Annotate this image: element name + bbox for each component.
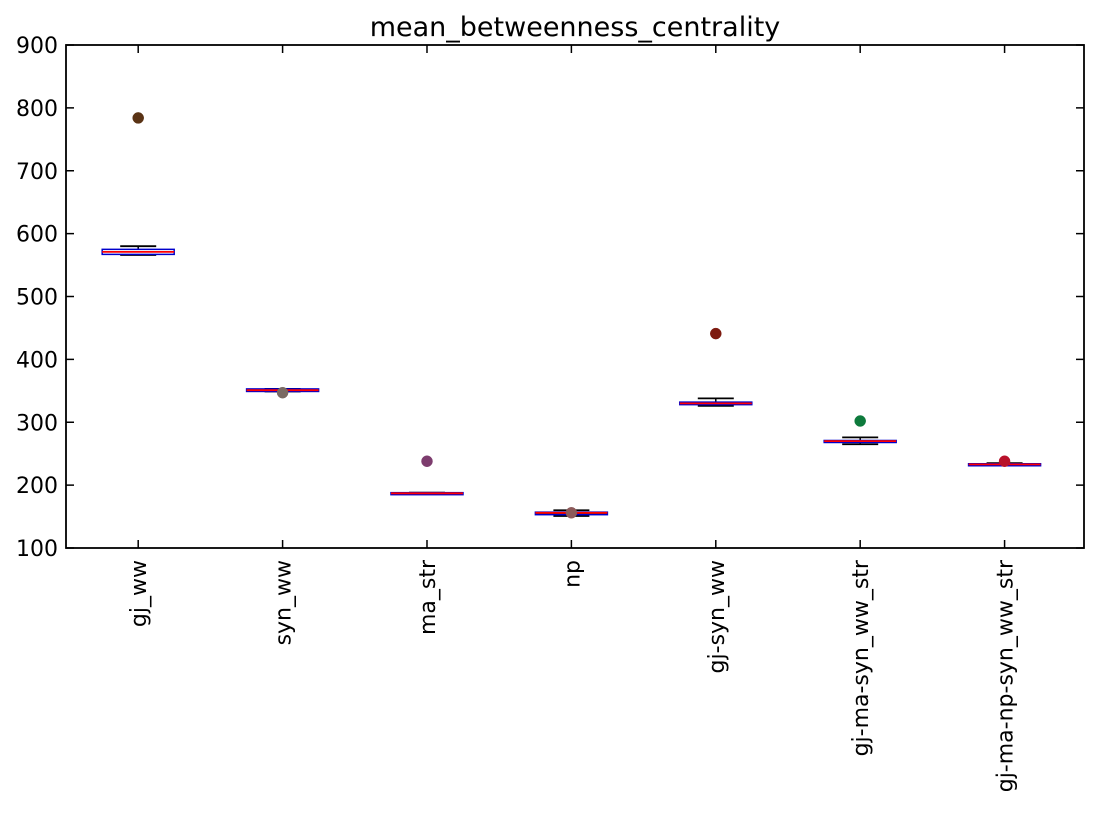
- x-axis: gj_ww syn_ww ma_str np gj-syn_ww gj-ma-syn_ww…: [127, 45, 1019, 792]
- y-tick-label: 200: [16, 474, 58, 499]
- y-tick-label: 400: [16, 348, 58, 373]
- box-group: [101, 112, 175, 256]
- box-group: [967, 455, 1042, 467]
- y-tick-label: 600: [16, 223, 58, 248]
- x-tick-label: np: [560, 560, 585, 588]
- box-group: [245, 386, 320, 399]
- y-tick-label: 100: [16, 537, 58, 562]
- x-tick-label: syn_ww: [272, 560, 297, 645]
- x-tick-label: gj_ww: [127, 560, 152, 627]
- outlier-point: [276, 386, 289, 399]
- y-tick-label: 900: [16, 34, 58, 59]
- y-tick-label: 700: [16, 160, 58, 185]
- y-tick-label: 300: [16, 411, 58, 436]
- outlier-point: [710, 327, 722, 340]
- y-tick-label: 800: [16, 97, 58, 122]
- plot-marks: [101, 112, 1042, 519]
- plot-frame: [65, 44, 1085, 549]
- y-axis: 100 200 300 400 500 600 700 800 900: [16, 34, 1084, 562]
- x-tick-label: gj-ma-np-syn_ww_str: [994, 559, 1019, 792]
- outlier-point: [421, 455, 433, 467]
- chart-title: mean_betweenness_centrality: [370, 12, 781, 43]
- box-group: [390, 455, 464, 496]
- outlier-point: [998, 455, 1011, 467]
- outlier-point: [565, 507, 578, 519]
- x-tick-label: ma_str: [416, 559, 441, 635]
- y-tick-label: 500: [16, 286, 58, 311]
- box-group: [679, 327, 753, 407]
- x-tick-label: gj-ma-syn_ww_str: [849, 559, 874, 756]
- box-group: [823, 415, 897, 446]
- x-tick-label: gj-syn_ww: [705, 560, 730, 673]
- outlier-point: [132, 112, 144, 124]
- outlier-point: [854, 415, 866, 427]
- box-group: [534, 507, 609, 519]
